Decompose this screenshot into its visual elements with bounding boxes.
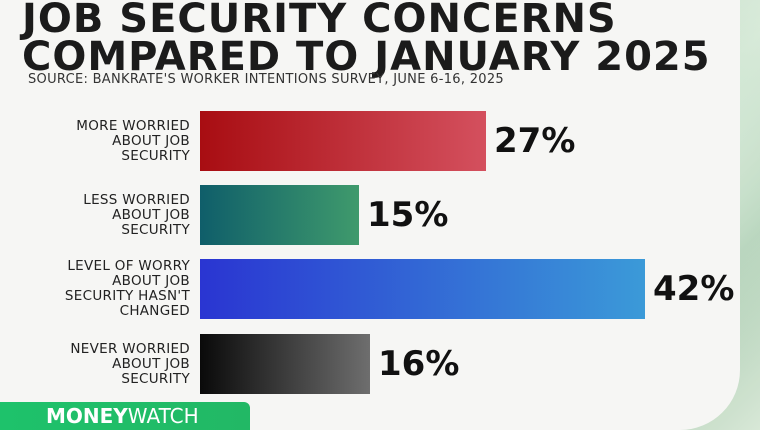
category-label-line: MORE WORRIED bbox=[76, 117, 190, 134]
bar bbox=[200, 111, 486, 171]
category-label-line: LESS WORRIED bbox=[83, 191, 190, 208]
category-label-line: NEVER WORRIED bbox=[70, 340, 190, 357]
brand-logo: MONEYWATCH bbox=[0, 402, 250, 430]
category-label-line: ABOUT JOB bbox=[112, 206, 190, 223]
category-label: LEVEL OF WORRY ABOUT JOB SECURITY HASN'T CH… bbox=[20, 259, 190, 319]
brand-light: WATCH bbox=[127, 404, 199, 428]
category-label: LESS WORRIED ABOUT JOB SECURITY bbox=[20, 191, 190, 238]
category-label-line: ABOUT JOB bbox=[112, 132, 190, 149]
value-label: 15% bbox=[367, 195, 449, 235]
value-label: 27% bbox=[494, 121, 576, 161]
chart-panel bbox=[0, 0, 740, 430]
bar bbox=[200, 334, 370, 394]
category-label-line: SECURITY bbox=[121, 147, 190, 164]
category-label: NEVER WORRIED ABOUT JOB SECURITY bbox=[20, 340, 190, 387]
category-label-line: CHANGED bbox=[119, 303, 190, 319]
category-label-line: SECURITY HASN'T bbox=[64, 288, 190, 304]
category-label-line: SECURITY bbox=[121, 370, 190, 387]
title-line-2: COMPARED TO JANUARY 2025 bbox=[22, 34, 711, 80]
value-label: 16% bbox=[378, 344, 460, 384]
value-label: 42% bbox=[653, 269, 735, 309]
category-label-line: ABOUT JOB bbox=[112, 273, 190, 289]
chart-title: JOB SECURITY CONCERNS COMPARED TO JANUAR… bbox=[22, 0, 711, 80]
category-label-line: SECURITY bbox=[121, 221, 190, 238]
category-label: MORE WORRIED ABOUT JOB SECURITY bbox=[20, 117, 190, 164]
category-label-line: ABOUT JOB bbox=[112, 355, 190, 372]
source-note: SOURCE: BANKRATE'S WORKER INTENTIONS SUR… bbox=[28, 72, 505, 87]
bar bbox=[200, 185, 359, 245]
title-line-1: JOB SECURITY CONCERNS bbox=[22, 0, 617, 42]
brand-bold: MONEY bbox=[46, 404, 128, 428]
category-label-line: LEVEL OF WORRY bbox=[67, 258, 190, 274]
bar bbox=[200, 259, 645, 319]
